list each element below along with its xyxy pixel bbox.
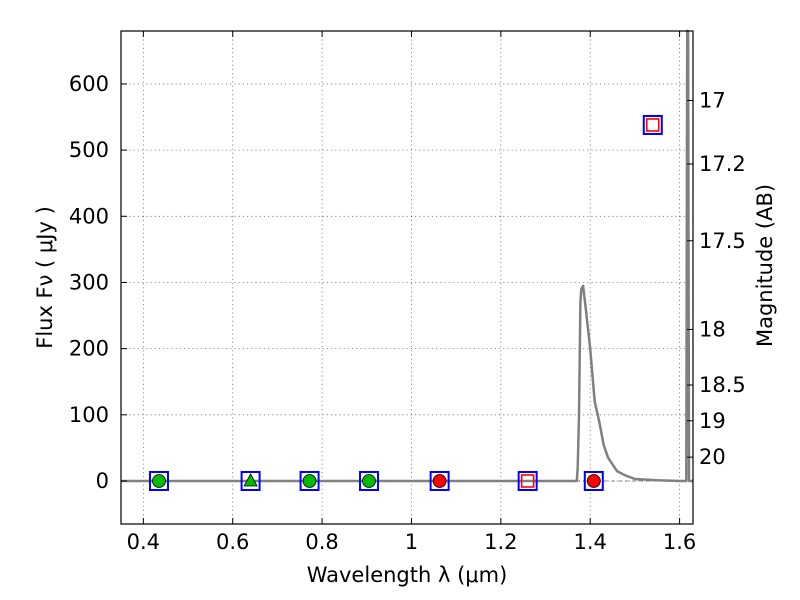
mag-tick-label: 17 (699, 88, 726, 112)
data-marker-square (642, 114, 663, 135)
tick-layer: 0.4 0.6 0.8 1 1.2 1.4 1.6 0 100 200 300 400 500 600 17… (69, 31, 746, 554)
y-tick-label: 400 (69, 204, 109, 228)
mag-tick-label: 20 (699, 445, 726, 469)
data-marker-square (429, 470, 450, 491)
mag-tick-label: 17.2 (699, 152, 746, 176)
y-tick-label: 500 (69, 138, 109, 162)
plot-frame (120, 30, 694, 525)
line-layer (121, 29, 693, 483)
data-marker-square (583, 470, 604, 491)
data-marker-square-inner (520, 474, 535, 488)
x-tick-label: 1.6 (663, 530, 696, 554)
data-marker-circle (302, 474, 317, 488)
mag-tick-label: 17.5 (699, 229, 746, 253)
y-tick-label: 300 (69, 270, 109, 294)
y-tick-label: 200 (69, 337, 109, 361)
spectrum-line (121, 29, 693, 483)
data-marker-square-inner (645, 118, 660, 132)
mag-tick-label: 18.5 (699, 373, 746, 397)
mag-tick-label: 18 (699, 317, 726, 341)
grid-layer (121, 31, 693, 524)
x-tick-label: 1 (405, 530, 418, 554)
data-marker-circle (586, 474, 601, 488)
data-marker-triangle (243, 473, 258, 487)
x-tick-label: 1.4 (574, 530, 607, 554)
data-marker-square (299, 470, 320, 491)
data-marker-circle (362, 474, 376, 488)
mag-tick-label: 19 (699, 409, 726, 433)
x-tick-label: 0.4 (127, 530, 160, 554)
data-marker-circle (432, 474, 447, 488)
x-tick-label: 1.2 (484, 530, 517, 554)
y-axis-label: Flux Fν ( μJy ) (33, 206, 57, 349)
data-marker-circle (152, 474, 166, 488)
x-tick-label: 0.8 (305, 530, 338, 554)
y-tick-label: 0 (96, 469, 109, 493)
x-tick-label: 0.6 (216, 530, 249, 554)
y-axis-label-right: Magnitude (AB) (753, 184, 777, 347)
marker-layer (148, 114, 663, 491)
data-marker-square (359, 470, 380, 491)
y-tick-label: 600 (69, 72, 109, 96)
data-marker-square (517, 470, 538, 491)
y-tick-label: 100 (69, 403, 109, 427)
data-marker-square (240, 470, 261, 491)
data-marker-square (148, 470, 169, 491)
x-axis-label: Wavelength λ (μm) (307, 563, 508, 587)
